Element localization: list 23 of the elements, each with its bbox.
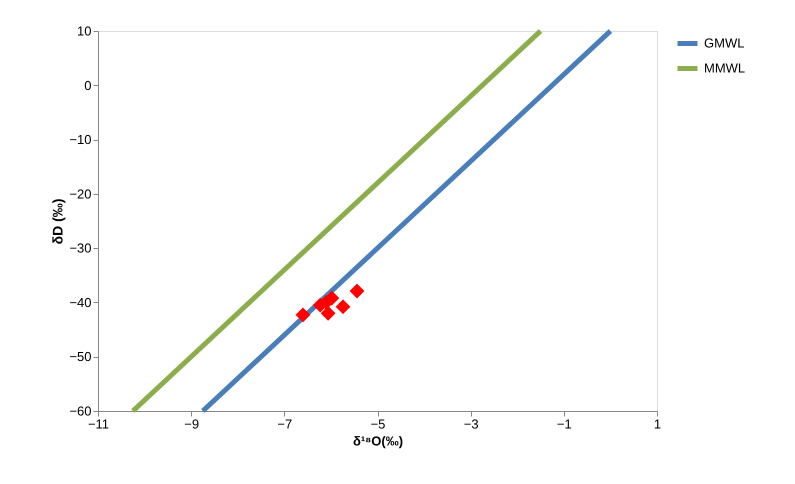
y-tick-label: −50 [69, 349, 92, 364]
legend-label: GMWL [704, 36, 744, 50]
x-tick-label: −5 [370, 416, 386, 432]
y-tick-label: 0 [84, 78, 92, 93]
x-tick-label: −9 [184, 416, 200, 432]
point [296, 308, 310, 322]
y-tick-label: −20 [69, 186, 92, 202]
y-tick-label: −30 [69, 240, 92, 256]
point [320, 306, 336, 321]
point [336, 299, 350, 314]
point [350, 284, 364, 298]
x-tick-label: −3 [464, 416, 479, 432]
x-tick-label: −7 [277, 416, 292, 432]
x-tick-label: −1 [556, 416, 572, 432]
x-tick-label: −11 [88, 416, 110, 432]
y-tick-label: −10 [69, 132, 92, 148]
x-axis-title: δ¹⁸O(‰) [352, 434, 404, 448]
x-tick-label: 1 [654, 416, 662, 432]
y-tick-label: 10 [77, 24, 92, 38]
y-tick-label: −40 [69, 294, 92, 310]
legend-label: MMWL [704, 60, 746, 76]
y-tick-label: −60 [69, 404, 92, 418]
y-axis-title: δD (‰) [49, 198, 66, 244]
